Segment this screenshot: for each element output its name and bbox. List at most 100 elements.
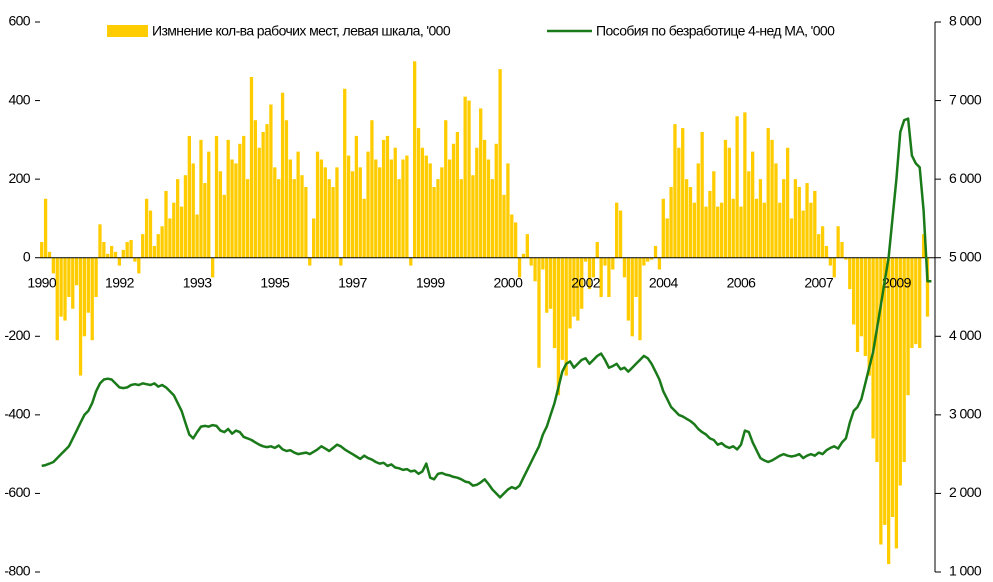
bar — [125, 242, 129, 258]
bar — [242, 135, 246, 258]
bar — [852, 257, 856, 325]
bar — [626, 257, 630, 321]
bar — [576, 257, 580, 321]
bar — [719, 202, 724, 258]
y2-tick-label: 4 000 — [949, 327, 982, 343]
bar — [424, 155, 428, 258]
bar — [300, 175, 304, 258]
bar — [75, 257, 79, 286]
bar — [906, 257, 910, 396]
bar — [137, 257, 141, 274]
bar — [323, 167, 327, 258]
bar — [416, 128, 421, 258]
bar — [545, 257, 549, 313]
bar — [824, 245, 829, 258]
bar — [801, 210, 805, 258]
bar — [401, 159, 405, 258]
y-tick-label: -400 — [4, 406, 30, 422]
bar — [366, 151, 370, 258]
bar — [572, 257, 576, 317]
bar — [638, 257, 642, 341]
bar — [479, 108, 483, 258]
bar — [890, 257, 895, 517]
bar — [704, 206, 708, 258]
bar — [292, 179, 296, 258]
bar — [129, 240, 133, 258]
bar — [218, 171, 223, 258]
y2-tick-label: 2 000 — [949, 484, 982, 500]
bar — [261, 132, 265, 258]
bar — [490, 179, 495, 258]
bar — [735, 116, 739, 258]
bar — [514, 222, 518, 258]
bar — [902, 257, 906, 462]
bar — [785, 147, 790, 258]
bar — [622, 257, 627, 278]
bar — [195, 214, 199, 258]
x-tick-label: 1993 — [183, 274, 213, 290]
bar — [840, 242, 844, 258]
bar — [886, 257, 891, 565]
x-tick-label: 2002 — [571, 274, 601, 290]
bar — [646, 257, 650, 262]
bar — [486, 159, 491, 258]
bar — [203, 183, 207, 258]
bar — [475, 147, 479, 258]
bar — [331, 187, 335, 258]
bar — [409, 257, 413, 266]
bar — [743, 112, 747, 258]
bar — [327, 179, 331, 258]
bar — [828, 257, 833, 266]
x-tick-label: 2009 — [882, 274, 912, 290]
bar — [277, 179, 281, 258]
y2-tick-label: 8 000 — [949, 13, 982, 29]
bar — [467, 100, 471, 258]
bar — [498, 69, 502, 258]
bar — [471, 175, 475, 258]
bar — [587, 257, 592, 290]
bar — [634, 257, 638, 297]
bar — [859, 257, 864, 337]
bar — [580, 257, 584, 309]
bar — [447, 159, 452, 258]
bar — [813, 190, 817, 258]
bar — [393, 147, 397, 258]
bar — [312, 218, 316, 258]
bar — [673, 124, 677, 258]
bar — [494, 143, 498, 258]
bar — [436, 179, 440, 258]
bar — [346, 155, 351, 258]
bar — [642, 257, 646, 266]
bar — [455, 132, 460, 258]
x-tick-label: 1990 — [27, 274, 57, 290]
y2-tick-label: 5 000 — [949, 248, 982, 264]
bar — [692, 202, 697, 258]
bar — [848, 257, 852, 290]
bar — [179, 206, 184, 258]
bar — [152, 245, 157, 258]
x-tick-label: 2007 — [804, 274, 834, 290]
bar — [210, 257, 215, 278]
bar — [607, 257, 611, 297]
bar — [230, 159, 234, 258]
bar — [681, 128, 685, 258]
bar — [591, 257, 596, 278]
bar — [537, 257, 541, 368]
bar — [358, 167, 362, 258]
y-tick-label: -800 — [4, 563, 30, 579]
bar — [564, 257, 568, 376]
bar — [440, 167, 444, 258]
bar — [925, 257, 930, 317]
bar — [548, 257, 553, 309]
bar — [280, 92, 285, 258]
bar — [63, 257, 67, 321]
bar — [653, 245, 658, 258]
bar — [265, 124, 269, 258]
bar — [176, 179, 180, 258]
bar — [94, 257, 98, 297]
bar — [517, 257, 522, 278]
bar — [599, 257, 603, 297]
bar — [413, 61, 417, 258]
bar — [739, 206, 743, 258]
bar — [428, 163, 432, 258]
